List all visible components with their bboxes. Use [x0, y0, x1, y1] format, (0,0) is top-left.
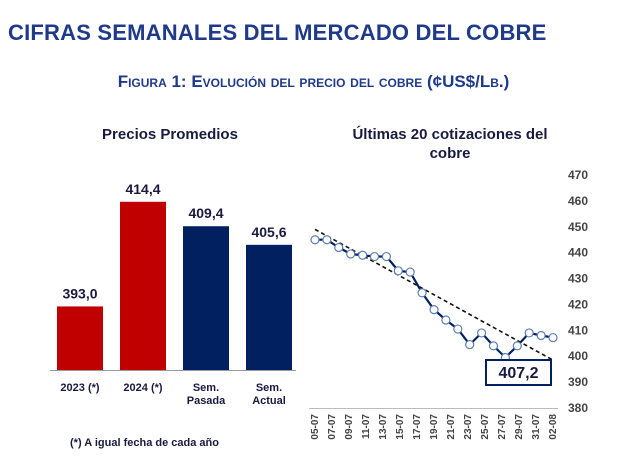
bar-4 [246, 244, 292, 370]
y-tick-label: 420 [568, 297, 588, 311]
x-tick-label: 11-07 [361, 414, 372, 439]
x-tick-label: 05-07 [310, 414, 321, 440]
y-tick-label: 390 [568, 375, 588, 389]
price-point [393, 266, 403, 276]
price-point [369, 251, 380, 262]
trend-line [314, 228, 554, 361]
x-tick-label: 13-07 [378, 414, 389, 440]
last-price-callout [485, 359, 552, 386]
x-tick-label: 21-07 [446, 414, 457, 440]
price-point [488, 341, 499, 351]
price-point [512, 341, 522, 351]
bar-2 [120, 201, 166, 370]
y-tick-label: 460 [568, 194, 588, 208]
line-chart-title: Últimas 20 cotizaciones del cobre [352, 126, 548, 162]
price-point [322, 235, 332, 245]
price-point [477, 328, 487, 338]
x-tick-label: 07-07 [327, 414, 338, 440]
bar-category-label: 2024 (*) [123, 382, 162, 394]
x-tick-label: 29-07 [514, 414, 525, 440]
price-point [334, 242, 344, 253]
bar-category-label: 2023 (*) [60, 382, 99, 394]
price-point [381, 251, 391, 262]
x-tick-label: 19-07 [429, 414, 440, 440]
x-tick-label: 09-07 [344, 414, 355, 440]
bar-value-label: 393,0 [62, 285, 97, 301]
bar-category-label: Sem. Pasada [187, 382, 226, 407]
price-point [441, 315, 451, 325]
price-point [524, 328, 534, 338]
price-point [465, 339, 475, 350]
price-point [536, 330, 546, 341]
y-tick-label: 450 [568, 220, 588, 234]
figure-title: Figura 1: Evolución del precio del cobre… [117, 72, 510, 91]
price-point [453, 324, 463, 334]
price-point [346, 249, 356, 259]
bar-value-label: 405,6 [251, 224, 286, 240]
x-tick-label: 02-08 [548, 414, 559, 440]
x-tick-label: 27-07 [497, 414, 508, 440]
page-title: CIFRAS SEMANALES DEL MERCADO DEL COBRE [8, 20, 547, 45]
x-tick-label: 31-07 [531, 414, 542, 440]
price-point [310, 235, 320, 245]
bar-value-label: 414,4 [125, 181, 160, 197]
price-point [405, 267, 415, 277]
y-tick-label: 410 [568, 323, 588, 337]
last-price-callout-label: 407,2 [498, 365, 538, 382]
y-tick-label: 470 [568, 168, 588, 182]
y-tick-label: 430 [568, 272, 588, 286]
x-tick-label: 17-07 [412, 414, 423, 440]
bar-category-label: Sem. Actual [252, 382, 286, 407]
price-point [358, 250, 368, 260]
x-tick-label: 23-07 [463, 414, 474, 440]
price-point [417, 288, 427, 298]
price-point [548, 332, 558, 343]
bar-3 [183, 226, 229, 370]
x-tick-label: 25-07 [480, 414, 491, 440]
y-tick-label: 400 [568, 349, 588, 363]
bar-1 [57, 306, 103, 370]
bar-value-label: 409,4 [188, 205, 223, 221]
y-tick-label: 440 [568, 246, 588, 260]
price-point [429, 305, 439, 315]
x-tick-label: 15-07 [395, 414, 406, 440]
footnote: (*) A igual fecha de cada año [70, 437, 219, 449]
y-tick-label: 380 [568, 401, 588, 415]
bar-chart-title: Precios Promedios [102, 126, 238, 143]
